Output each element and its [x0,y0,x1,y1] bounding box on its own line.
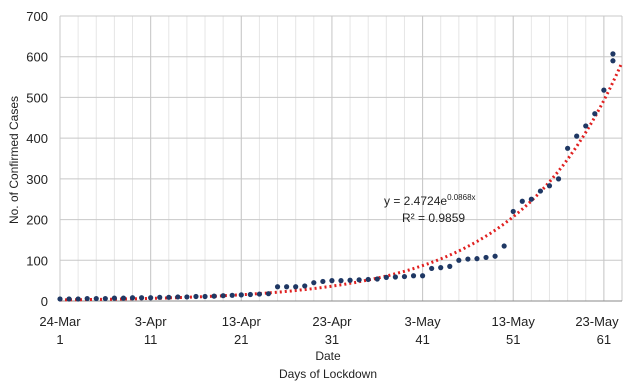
data-point [447,263,453,269]
data-point [429,265,435,272]
x-tick-date-label: 13-Apr [222,314,262,329]
x-tick-date-label: 3-May [405,314,442,329]
data-point [410,273,417,279]
y-tick-labels: 0 100 200 300 400 500 600 700 [26,9,48,309]
data-points [57,51,616,302]
data-point [401,273,408,280]
y-tick-label: 600 [26,50,48,65]
x-tick-day-label: 1 [56,332,63,347]
x-axis-title: Date [315,349,341,363]
data-point [383,274,389,280]
data-point [148,295,154,301]
data-point [501,243,507,249]
y-tick-label: 300 [26,172,48,187]
data-point [193,293,199,300]
x-axis-subtitle: Days of Lockdown [279,367,377,381]
data-point [483,254,489,261]
data-point [220,293,226,299]
data-point [129,295,136,301]
data-point [157,294,163,300]
y-tick-label: 700 [26,9,48,24]
data-point [293,284,299,290]
data-point [256,291,263,297]
y-tick-label: 0 [41,294,48,309]
data-point [519,198,525,204]
data-point [528,196,534,202]
x-tick-day-label: 51 [506,332,520,347]
data-point [202,293,208,300]
data-point [583,123,589,129]
data-point [510,208,516,215]
data-point [93,295,99,302]
minor-gridlines [59,16,623,301]
data-point [247,291,253,298]
x-tick-labels: 24-Mar13-Apr1113-Apr2123-Apr313-May4113-… [39,314,619,347]
y-tick-label: 200 [26,213,48,228]
x-tick-date-label: 23-May [575,314,619,329]
data-point [57,296,63,302]
x-tick-day-label: 61 [597,332,611,347]
data-point [302,283,308,289]
y-tick-label: 100 [26,253,48,268]
x-tick-date-label: 3-Apr [135,314,167,329]
data-point [465,256,471,262]
x-tick-day-label: 21 [234,332,248,347]
x-tick-date-label: 24-Mar [39,314,81,329]
x-tick-day-label: 41 [415,332,429,347]
data-point [347,277,353,283]
data-point [592,111,598,117]
data-point [565,145,571,151]
data-point [265,291,272,297]
data-point [338,278,344,284]
data-point [84,295,90,302]
trendline-r-squared: R² = 0.9859 [402,211,465,225]
data-point [555,176,562,182]
trendline-equation-exponent: 0.0868x [447,193,475,202]
data-point [184,294,190,300]
y-tick-label: 400 [26,131,48,146]
data-point [311,280,317,286]
data-point [138,295,145,301]
data-point [456,257,462,263]
data-point [320,278,326,285]
data-point [356,277,362,283]
data-point [102,295,108,302]
data-point [610,58,616,64]
data-point [392,274,398,280]
x-tick-date-label: 13-May [492,314,536,329]
data-point [438,265,444,271]
major-gridlines [59,15,623,302]
y-axis-title: No. of Confirmed Cases [7,96,21,224]
x-tick-date-label: 23-Apr [312,314,352,329]
x-tick-day-label: 11 [144,332,158,347]
data-point [166,294,172,300]
x-tick-day-label: 31 [325,332,339,347]
data-point [66,296,72,302]
data-point [374,276,380,282]
data-point [474,256,480,262]
data-point [111,295,117,301]
data-point [329,278,335,284]
data-point [211,293,217,299]
trendline-equation: y = 2.4724e0.0868x [384,193,476,208]
data-point [546,183,553,189]
data-point [365,276,371,283]
data-point [537,188,544,194]
data-point [284,284,290,290]
data-point [229,292,235,298]
y-tick-label: 500 [26,90,48,105]
data-point [574,133,580,139]
data-point [601,87,607,93]
data-point [120,295,127,301]
data-point [274,284,281,290]
data-point [419,273,426,279]
exponential-trendline [60,61,624,302]
data-point [175,294,181,300]
data-point [610,51,616,57]
data-point [75,296,81,302]
data-point [492,253,498,259]
data-point [238,292,244,298]
